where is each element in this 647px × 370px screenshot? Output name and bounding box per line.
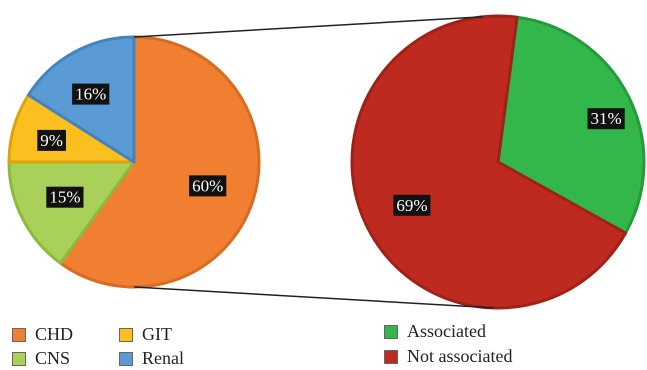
legend-label-renal: Renal bbox=[142, 348, 184, 368]
legend-swatch-renal bbox=[119, 351, 133, 366]
legend-item-renal: Renal bbox=[119, 348, 184, 369]
svg-text:9%: 9% bbox=[40, 131, 63, 150]
connector-lines bbox=[133, 15, 494, 309]
svg-text:60%: 60% bbox=[192, 176, 223, 195]
legend-swatch-git bbox=[119, 327, 133, 342]
svg-text:31%: 31% bbox=[591, 109, 622, 128]
legend-item-cns: CNS bbox=[12, 348, 70, 369]
pie-slice-cns bbox=[7, 160, 136, 265]
data-label-associated: 31% bbox=[587, 108, 625, 130]
legend-swatch-associated bbox=[384, 324, 398, 339]
legend-swatch-not-associated bbox=[384, 349, 398, 364]
legend-swatch-cns bbox=[12, 351, 26, 366]
legend-label-associated: Associated bbox=[407, 321, 486, 341]
data-label-chd: 60% bbox=[189, 175, 227, 197]
svg-text:69%: 69% bbox=[396, 196, 427, 215]
data-label-cns: 15% bbox=[46, 186, 84, 208]
pie-slice-not-associated bbox=[350, 14, 628, 310]
legend-label-not-associated: Not associated bbox=[407, 346, 513, 366]
legend-item-git: GIT bbox=[119, 324, 172, 345]
data-label-git: 9% bbox=[37, 129, 66, 151]
legend-item-not-associated: Not associated bbox=[384, 346, 512, 367]
legend-item-chd: CHD bbox=[12, 324, 73, 345]
svg-text:16%: 16% bbox=[75, 85, 106, 104]
data-labels: 60% 15% 9% 16% 31% 69% bbox=[37, 83, 625, 216]
legend-label-git: GIT bbox=[142, 324, 172, 344]
connector-line-bottom bbox=[133, 286, 494, 309]
left-pie bbox=[7, 35, 261, 289]
legend-label-cns: CNS bbox=[35, 348, 71, 368]
data-label-not-associated: 69% bbox=[393, 194, 431, 216]
legend-swatch-chd bbox=[12, 327, 26, 342]
pie-slice-chd bbox=[59, 35, 261, 289]
right-pie bbox=[350, 14, 646, 310]
connector-line-top bbox=[133, 15, 484, 38]
data-label-renal: 16% bbox=[72, 83, 110, 105]
legend-label-chd: CHD bbox=[35, 324, 74, 344]
pie-slice-associated bbox=[496, 15, 646, 235]
legend-item-associated: Associated bbox=[384, 321, 486, 342]
svg-text:15%: 15% bbox=[49, 188, 80, 207]
